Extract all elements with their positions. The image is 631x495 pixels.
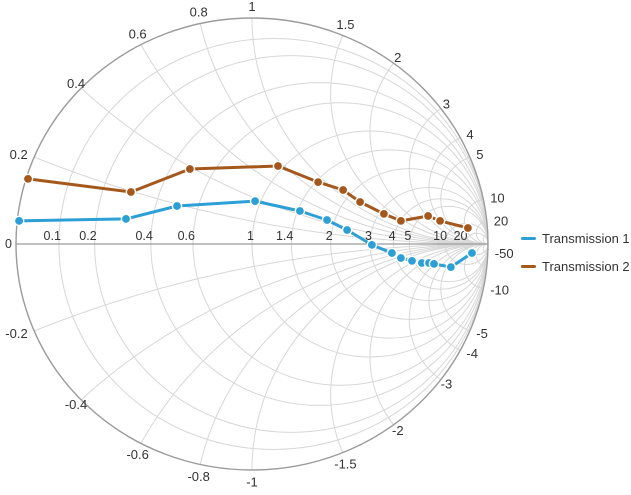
axis-label: 0.2 [79,229,96,243]
boundary-label: -0.8 [187,469,209,484]
boundary-label: 0.8 [190,5,208,20]
reactance-arc [369,62,489,245]
data-point-marker[interactable] [184,163,196,175]
reactance-arc [428,137,489,245]
axis-label: 5 [404,229,411,243]
axis-label: 4 [389,229,396,243]
boundary-label: 2 [394,50,401,65]
axis-label: 0.4 [135,229,152,243]
boundary-label: -2 [392,423,404,438]
data-point-marker[interactable] [272,160,284,172]
data-point-marker[interactable] [366,239,378,251]
reactance-arc [33,243,489,332]
boundary-label: 1.5 [336,17,354,32]
chart-boundary [15,17,489,471]
reactance-arc [428,243,489,351]
legend-item-transmission-2[interactable]: Transmission 2 [521,259,630,274]
data-point-marker[interactable] [354,196,366,208]
boundary-label: 5 [476,147,483,162]
axis-labels: 0 0.1 0.2 0.4 0.6 1 1.4 2 3 4 5 10 20 [5,229,468,251]
data-point-marker[interactable] [445,261,457,273]
boundary-label: 1 [248,0,255,14]
reactance-arc [251,243,489,471]
data-point-marker[interactable] [321,214,333,226]
boundary-label: -0.2 [5,326,27,341]
reactance-arc [463,198,489,245]
data-point-marker[interactable] [406,255,418,267]
reactance-arc [408,107,489,245]
data-point-marker[interactable] [434,215,446,227]
axis-label: 0.6 [178,229,195,243]
reactance-arc [33,156,489,245]
boundary-labels: 0.20.40.60.8 11.523451020-50-10-5-4-3-2-1… [5,0,513,490]
axis-label: 2 [326,229,333,243]
data-point-marker[interactable] [249,195,261,207]
reactance-arc [140,44,489,245]
data-point-marker[interactable] [120,213,132,225]
legend-swatch-line [521,237,536,240]
data-point-marker[interactable] [466,247,478,259]
data-point-marker[interactable] [13,215,25,227]
reactance-arc [330,243,489,453]
reactance-arc [440,156,489,245]
boundary-label: 20 [494,213,508,228]
reactance-arc [140,243,489,444]
boundary-label: -3 [441,376,453,391]
boundary-label: -1 [246,475,258,490]
boundary-label: 0.4 [67,76,85,91]
series-transmission-1 [13,195,478,273]
legend-swatch-line [521,265,536,268]
data-point-marker[interactable] [428,258,440,270]
boundary-label: -4 [466,346,478,361]
boundary-label: -50 [495,246,514,261]
boundary-label: -0.6 [126,447,148,462]
data-point-marker[interactable] [125,186,137,198]
reactance-arc [199,243,489,465]
boundary-label: 3 [443,97,450,112]
reactance-arc [463,243,489,290]
reactance-arc [199,23,489,245]
boundary-label: 4 [466,127,473,142]
axis-label: 20 [454,229,468,243]
data-point-marker[interactable] [386,247,398,259]
data-point-marker[interactable] [22,173,34,185]
legend: Transmission 1 Transmission 2 [521,231,630,274]
boundary-label: -5 [476,326,488,341]
reactance-arc [80,243,489,401]
data-point-marker[interactable] [337,184,349,196]
data-point-marker[interactable] [462,222,474,234]
axis-label: 0.1 [44,229,61,243]
axis-label: 0 [5,237,12,251]
boundary-label: -0.4 [65,397,87,412]
axis-label: 3 [365,229,372,243]
data-point-marker[interactable] [171,200,183,212]
data-point-marker[interactable] [422,210,434,222]
boundary-label: 10 [490,190,504,205]
data-point-marker[interactable] [294,205,306,217]
axis-label: 10 [433,229,447,243]
data-point-marker[interactable] [341,224,353,236]
boundary-label: 0.6 [129,26,147,41]
data-point-marker[interactable] [395,215,407,227]
legend-label: Transmission 1 [542,231,630,246]
axis-label: 1 [247,229,254,243]
reactance-arc [330,35,489,245]
boundary-label: -10 [490,283,509,298]
legend-label: Transmission 2 [542,259,630,274]
data-point-marker[interactable] [395,252,407,264]
reactance-arc [440,243,489,332]
axis-label: 1.4 [276,229,293,243]
legend-item-transmission-1[interactable]: Transmission 1 [521,231,630,246]
boundary-label: -1.5 [334,457,356,472]
data-point-marker[interactable] [312,176,324,188]
data-point-marker[interactable] [378,208,390,220]
reactance-arc [408,243,489,381]
boundary-label: 0.2 [10,147,28,162]
series-transmission-2 [22,160,474,234]
reactance-arc [475,220,489,245]
reactance-arc [369,243,489,426]
